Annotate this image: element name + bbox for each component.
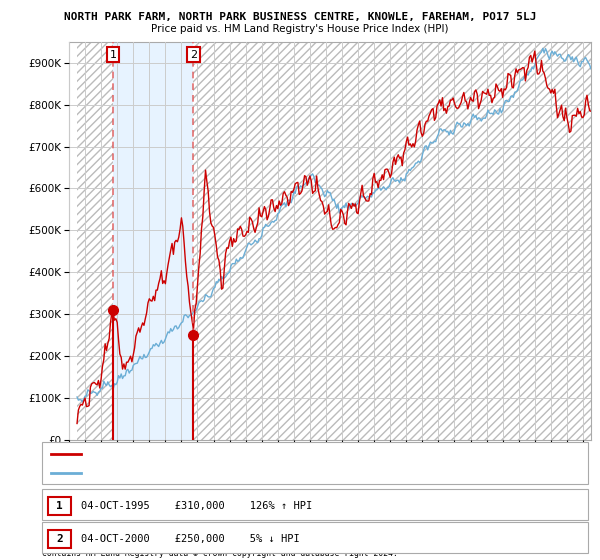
Text: 04-OCT-1995    £310,000    126% ↑ HPI: 04-OCT-1995 £310,000 126% ↑ HPI [81,501,312,511]
Text: NORTH PARK FARM, NORTH PARK BUSINESS CENTRE, KNOWLE, FAREHAM, PO17 5LJ (det: NORTH PARK FARM, NORTH PARK BUSINESS CEN… [87,450,481,459]
Text: 1: 1 [56,501,63,511]
Bar [193,42,591,440]
Bar [77,42,113,440]
Bar [113,42,193,440]
Text: HPI: Average price, detached house, Winchester: HPI: Average price, detached house, Winc… [87,468,329,477]
Text: 04-OCT-2000    £250,000    5% ↓ HPI: 04-OCT-2000 £250,000 5% ↓ HPI [81,534,300,544]
Text: 2: 2 [56,534,63,544]
Text: 1: 1 [110,49,116,59]
Text: Contains HM Land Registry data © Crown copyright and database right 2024.: Contains HM Land Registry data © Crown c… [42,549,398,558]
Text: NORTH PARK FARM, NORTH PARK BUSINESS CENTRE, KNOWLE, FAREHAM, PO17 5LJ: NORTH PARK FARM, NORTH PARK BUSINESS CEN… [64,12,536,22]
Text: Price paid vs. HM Land Registry's House Price Index (HPI): Price paid vs. HM Land Registry's House … [151,24,449,34]
Text: 2: 2 [190,49,197,59]
